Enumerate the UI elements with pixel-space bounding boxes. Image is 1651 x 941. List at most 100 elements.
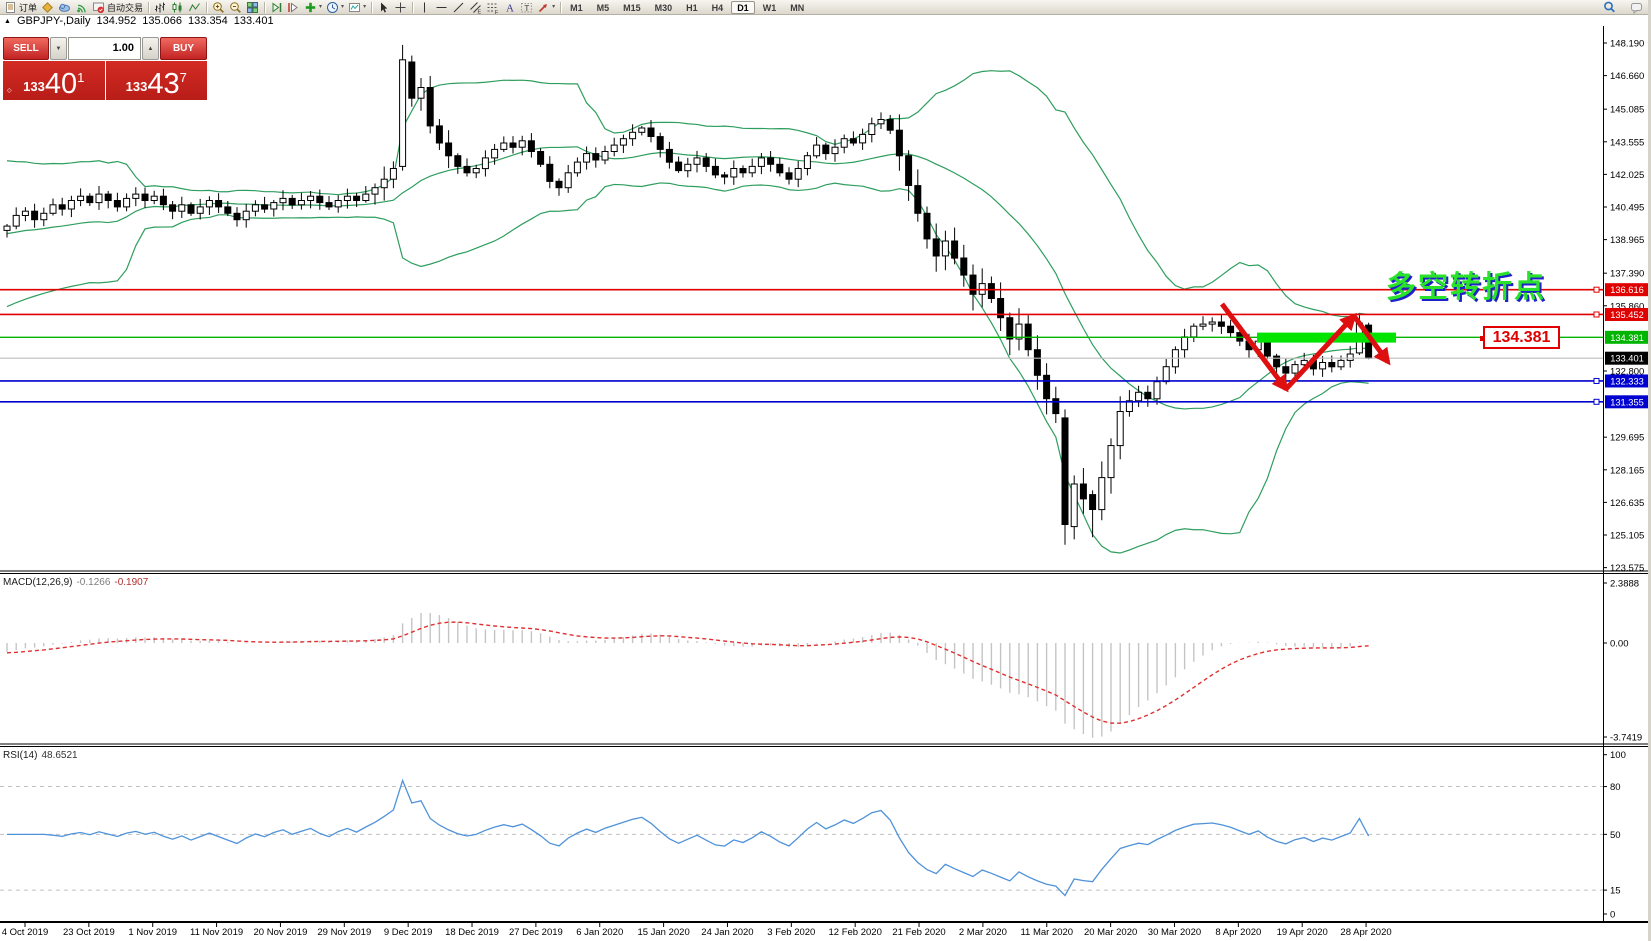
price-tick-label: 137.390 <box>1610 269 1644 280</box>
toolbar-separator <box>412 1 414 13</box>
zigzag-arrow[interactable] <box>1220 302 1289 393</box>
zoom-in-button[interactable] <box>210 0 227 14</box>
rsi-tick-label: 0 <box>1610 910 1615 921</box>
ask-price-display[interactable]: 133 43 7 <box>105 61 207 100</box>
line-chart-button[interactable] <box>186 0 203 14</box>
trendline-tool-button[interactable] <box>450 0 467 14</box>
price-tick-label: 135.860 <box>1610 301 1644 312</box>
date-tick-label: 23 Oct 2019 <box>63 927 115 938</box>
price-tick-label: 143.555 <box>1610 137 1644 148</box>
timeframe-h4-button[interactable]: H4 <box>711 2 724 13</box>
zigzag-arrow[interactable] <box>1284 312 1357 391</box>
text-tool-button[interactable]: A <box>501 0 518 14</box>
timeframe-w1-button[interactable]: W1 <box>762 2 777 13</box>
svg-text:T: T <box>524 2 529 12</box>
bar-chart-button[interactable] <box>152 0 169 14</box>
vertical-line-tool-button[interactable] <box>416 0 433 14</box>
date-tick-label: 4 Oct 2019 <box>2 927 48 938</box>
bid-price-display[interactable]: ◇ 133 40 1 <box>3 61 105 100</box>
ohlc-close: 133.401 <box>233 15 274 27</box>
auto-trading-button[interactable]: 自动交易 <box>90 0 145 14</box>
highlight-band[interactable] <box>1257 332 1396 343</box>
auto-scroll-button[interactable] <box>268 0 285 14</box>
rsi-tick-label: 100 <box>1610 750 1626 761</box>
price-line-label-text: 132.333 <box>1610 376 1644 386</box>
timeframe-h1-button[interactable]: H1 <box>686 2 698 13</box>
timeframe-mn-button[interactable]: MN <box>790 2 805 13</box>
macd-label: MACD(12,26,9) -0.1266 -0.1907 <box>3 577 149 588</box>
toolbar-separator <box>560 1 562 13</box>
bollinger-upper-line <box>6 70 1369 318</box>
timeframe-m15-button[interactable]: M15 <box>623 2 641 13</box>
timeframe-d1-button[interactable]: D1 <box>731 0 755 14</box>
templates-icon <box>349 2 361 12</box>
date-tick-label: 6 Jan 2020 <box>576 927 623 938</box>
time-axis-border <box>0 921 1648 923</box>
market-watch-button[interactable] <box>56 0 73 14</box>
periods-icon <box>327 1 339 13</box>
line-handle[interactable] <box>1593 311 1600 318</box>
candlestick-chart-button[interactable] <box>169 0 186 14</box>
periods-button[interactable]: ▾ <box>324 0 346 14</box>
tile-windows-button[interactable] <box>244 0 261 14</box>
text-label-tool-button[interactable]: T <box>518 0 535 14</box>
date-tick-label: 11 Mar 2020 <box>1020 927 1073 938</box>
collapse-triangle-icon[interactable]: ▲ <box>4 17 11 25</box>
ask-price-pip: 7 <box>179 70 187 85</box>
line-handle[interactable] <box>1593 286 1600 293</box>
ask-price-main: 43 <box>147 67 180 100</box>
price-tick-label: 125.105 <box>1610 531 1644 542</box>
symbol-info-bar: ▲ GBPJPY-,Daily 134.952 135.066 133.354 … <box>0 15 1648 27</box>
line-handle[interactable] <box>1593 377 1600 384</box>
horizontal-line-tool-icon <box>436 6 447 8</box>
chart-shift-button[interactable] <box>285 0 302 14</box>
timeframe-m5-button[interactable]: M5 <box>596 2 610 13</box>
price-line-label <box>1605 395 1648 409</box>
volume-input[interactable]: 1.00 <box>68 37 141 60</box>
ohlc-low: 133.354 <box>188 15 228 27</box>
zoom-out-button[interactable] <box>227 0 244 14</box>
price-callout-label[interactable]: 134.381 <box>1480 326 1560 349</box>
chat-icon[interactable] <box>1628 1 1645 15</box>
price-line-label <box>1605 307 1648 321</box>
zoom-out-icon <box>230 1 241 13</box>
sell-button[interactable]: SELL <box>3 37 49 60</box>
price-tick-label: 123.575 <box>1610 563 1644 574</box>
toolbar-separator <box>206 1 208 13</box>
signals-button[interactable] <box>73 0 90 14</box>
line-handle[interactable] <box>1593 398 1600 405</box>
market-watch-icon <box>59 3 71 12</box>
price-tick-label: 142.025 <box>1610 170 1644 181</box>
timeframe-m30-button[interactable]: M30 <box>654 2 673 13</box>
cursor-tool-button[interactable] <box>375 0 392 14</box>
turning-point-annotation[interactable]: 多空转折点 <box>1386 271 1546 304</box>
new-order-button[interactable]: 订单 <box>2 0 39 14</box>
candlestick-chart-icon <box>172 2 182 12</box>
volume-up-button[interactable]: ▲ <box>142 37 159 60</box>
zigzag-arrow[interactable] <box>1351 314 1391 366</box>
date-tick-label: 3 Feb 2020 <box>767 927 815 938</box>
timeframe-m1-button[interactable]: M1 <box>570 2 583 13</box>
buy-button[interactable]: BUY <box>160 37 207 60</box>
indicators-button[interactable]: ▾ <box>302 0 324 14</box>
indicators-icon <box>305 2 316 12</box>
toolbar-button-label: 自动交易 <box>107 2 144 13</box>
toolbar-separator <box>148 1 150 13</box>
macd-tick-label: 2.3888 <box>1610 578 1639 589</box>
horizontal-line-tool-button[interactable] <box>433 0 450 14</box>
arrows-tool-button[interactable]: ▾ <box>535 0 557 14</box>
date-tick-label: 2 Mar 2020 <box>959 927 1007 938</box>
templates-button[interactable]: ▾ <box>346 0 368 14</box>
equidistant-channel-tool-button[interactable]: E <box>467 0 484 14</box>
price-line-label-text: 134.381 <box>1610 333 1644 343</box>
chart-profiles-button[interactable] <box>39 0 56 14</box>
auto-scroll-icon <box>272 2 282 12</box>
search-icon[interactable] <box>1601 1 1618 15</box>
dropdown-caret-icon: ▾ <box>319 4 323 10</box>
fibonacci-tool-button[interactable]: F <box>484 0 501 14</box>
crosshair-tool-button[interactable] <box>392 0 409 14</box>
date-tick-label: 30 Mar 2020 <box>1148 927 1201 938</box>
volume-down-button[interactable]: ▼ <box>50 37 67 60</box>
